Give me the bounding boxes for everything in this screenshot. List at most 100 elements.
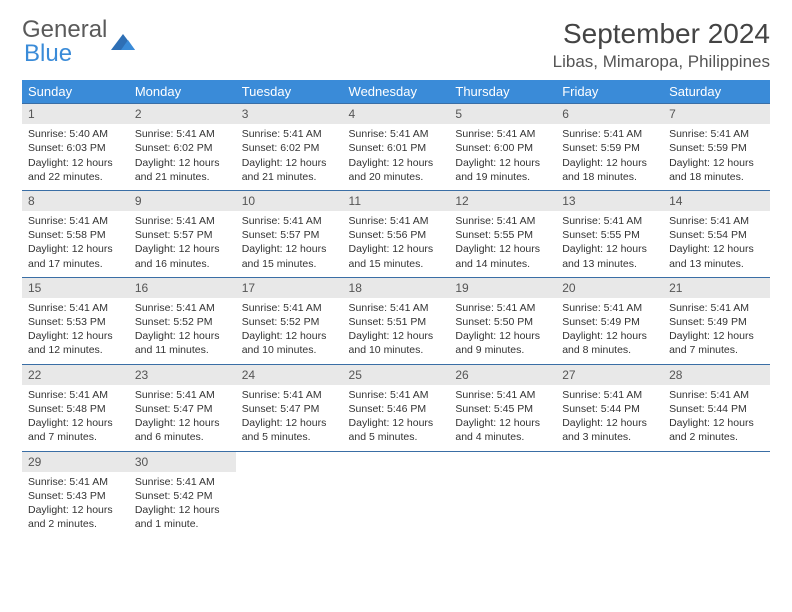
sunrise-line: Sunrise: 5:41 AM (349, 388, 444, 402)
daylight-line: Daylight: 12 hours and 7 minutes. (669, 329, 764, 357)
sunrise-line: Sunrise: 5:41 AM (669, 214, 764, 228)
sunset-line: Sunset: 5:52 PM (242, 315, 337, 329)
day-number: 11 (343, 191, 450, 211)
sunset-line: Sunset: 5:42 PM (135, 489, 230, 503)
weekday-header: Monday (129, 80, 236, 104)
daylight-line: Daylight: 12 hours and 10 minutes. (349, 329, 444, 357)
day-number: 1 (22, 104, 129, 124)
day-body: Sunrise: 5:41 AMSunset: 5:44 PMDaylight:… (556, 385, 663, 451)
calendar-cell: 13Sunrise: 5:41 AMSunset: 5:55 PMDayligh… (556, 190, 663, 277)
sunset-line: Sunset: 5:51 PM (349, 315, 444, 329)
sunrise-line: Sunrise: 5:41 AM (669, 301, 764, 315)
daylight-line: Daylight: 12 hours and 11 minutes. (135, 329, 230, 357)
day-body: Sunrise: 5:41 AMSunset: 5:50 PMDaylight:… (449, 298, 556, 364)
calendar-cell: 21Sunrise: 5:41 AMSunset: 5:49 PMDayligh… (663, 277, 770, 364)
sunrise-line: Sunrise: 5:41 AM (135, 127, 230, 141)
sunrise-line: Sunrise: 5:41 AM (455, 127, 550, 141)
sunset-line: Sunset: 5:52 PM (135, 315, 230, 329)
sunrise-line: Sunrise: 5:41 AM (455, 301, 550, 315)
sunset-line: Sunset: 5:46 PM (349, 402, 444, 416)
sunrise-line: Sunrise: 5:41 AM (135, 475, 230, 489)
calendar-cell: 11Sunrise: 5:41 AMSunset: 5:56 PMDayligh… (343, 190, 450, 277)
sunset-line: Sunset: 5:57 PM (135, 228, 230, 242)
weekday-header: Saturday (663, 80, 770, 104)
daylight-line: Daylight: 12 hours and 12 minutes. (28, 329, 123, 357)
day-body: Sunrise: 5:41 AMSunset: 5:56 PMDaylight:… (343, 211, 450, 277)
sunset-line: Sunset: 5:47 PM (242, 402, 337, 416)
sunset-line: Sunset: 5:55 PM (562, 228, 657, 242)
calendar-cell: 20Sunrise: 5:41 AMSunset: 5:49 PMDayligh… (556, 277, 663, 364)
day-body: Sunrise: 5:41 AMSunset: 5:52 PMDaylight:… (236, 298, 343, 364)
calendar-cell: 7 Sunrise: 5:41 AMSunset: 5:59 PMDaylight… (663, 104, 770, 191)
weekday-header: Tuesday (236, 80, 343, 104)
day-body: Sunrise: 5:41 AMSunset: 6:00 PMDaylight:… (449, 124, 556, 190)
day-number: 14 (663, 191, 770, 211)
sunset-line: Sunset: 5:55 PM (455, 228, 550, 242)
day-body: Sunrise: 5:41 AMSunset: 5:51 PMDaylight:… (343, 298, 450, 364)
daylight-line: Daylight: 12 hours and 18 minutes. (562, 156, 657, 184)
daylight-line: Daylight: 12 hours and 21 minutes. (242, 156, 337, 184)
sunrise-line: Sunrise: 5:41 AM (242, 388, 337, 402)
daylight-line: Daylight: 12 hours and 3 minutes. (562, 416, 657, 444)
daylight-line: Daylight: 12 hours and 18 minutes. (669, 156, 764, 184)
sunrise-line: Sunrise: 5:41 AM (669, 127, 764, 141)
calendar-cell: 16Sunrise: 5:41 AMSunset: 5:52 PMDayligh… (129, 277, 236, 364)
calendar-cell-empty (236, 451, 343, 537)
calendar-cell: 4Sunrise: 5:41 AMSunset: 6:01 PMDaylight… (343, 104, 450, 191)
sunrise-line: Sunrise: 5:41 AM (242, 127, 337, 141)
sunset-line: Sunset: 5:43 PM (28, 489, 123, 503)
day-body: Sunrise: 5:41 AMSunset: 5:55 PMDaylight:… (556, 211, 663, 277)
calendar-cell: 25Sunrise: 5:41 AMSunset: 5:46 PMDayligh… (343, 364, 450, 451)
day-number: 10 (236, 191, 343, 211)
calendar-cell: 6Sunrise: 5:41 AMSunset: 5:59 PMDaylight… (556, 104, 663, 191)
sunrise-line: Sunrise: 5:41 AM (562, 388, 657, 402)
day-body: Sunrise: 5:40 AMSunset: 6:03 PMDaylight:… (22, 124, 129, 190)
calendar-cell: 14Sunrise: 5:41 AMSunset: 5:54 PMDayligh… (663, 190, 770, 277)
day-body: Sunrise: 5:41 AMSunset: 5:54 PMDaylight:… (663, 211, 770, 277)
day-number: 7 (663, 104, 770, 124)
sunrise-line: Sunrise: 5:41 AM (562, 301, 657, 315)
sunset-line: Sunset: 5:44 PM (669, 402, 764, 416)
calendar-cell: 17Sunrise: 5:41 AMSunset: 5:52 PMDayligh… (236, 277, 343, 364)
daylight-line: Daylight: 12 hours and 13 minutes. (669, 242, 764, 270)
day-number: 17 (236, 278, 343, 298)
calendar-cell-empty (556, 451, 663, 537)
day-number: 9 (129, 191, 236, 211)
day-number: 19 (449, 278, 556, 298)
sunset-line: Sunset: 5:59 PM (562, 141, 657, 155)
day-number: 22 (22, 365, 129, 385)
sunrise-line: Sunrise: 5:41 AM (135, 301, 230, 315)
calendar-row: 15Sunrise: 5:41 AMSunset: 5:53 PMDayligh… (22, 277, 770, 364)
header: General Blue September 2024 Libas, Mimar… (22, 18, 770, 72)
sunrise-line: Sunrise: 5:41 AM (28, 475, 123, 489)
daylight-line: Daylight: 12 hours and 10 minutes. (242, 329, 337, 357)
daylight-line: Daylight: 12 hours and 13 minutes. (562, 242, 657, 270)
weekday-header: Wednesday (343, 80, 450, 104)
calendar-cell: 30Sunrise: 5:41 AMSunset: 5:42 PMDayligh… (129, 451, 236, 537)
sunset-line: Sunset: 5:59 PM (669, 141, 764, 155)
daylight-line: Daylight: 12 hours and 21 minutes. (135, 156, 230, 184)
day-body: Sunrise: 5:41 AMSunset: 5:49 PMDaylight:… (556, 298, 663, 364)
calendar-cell: 15Sunrise: 5:41 AMSunset: 5:53 PMDayligh… (22, 277, 129, 364)
sunrise-line: Sunrise: 5:40 AM (28, 127, 123, 141)
day-number: 12 (449, 191, 556, 211)
calendar-cell: 12Sunrise: 5:41 AMSunset: 5:55 PMDayligh… (449, 190, 556, 277)
day-number: 3 (236, 104, 343, 124)
day-body: Sunrise: 5:41 AMSunset: 5:43 PMDaylight:… (22, 472, 129, 538)
title-block: September 2024 Libas, Mimaropa, Philippi… (553, 18, 770, 72)
daylight-line: Daylight: 12 hours and 22 minutes. (28, 156, 123, 184)
daylight-line: Daylight: 12 hours and 1 minute. (135, 503, 230, 531)
calendar-cell: 10Sunrise: 5:41 AMSunset: 5:57 PMDayligh… (236, 190, 343, 277)
sunrise-line: Sunrise: 5:41 AM (28, 301, 123, 315)
sunset-line: Sunset: 5:56 PM (349, 228, 444, 242)
sunset-line: Sunset: 5:49 PM (562, 315, 657, 329)
day-number: 2 (129, 104, 236, 124)
calendar-cell: 1Sunrise: 5:40 AMSunset: 6:03 PMDaylight… (22, 104, 129, 191)
sunset-line: Sunset: 5:54 PM (669, 228, 764, 242)
day-body: Sunrise: 5:41 AMSunset: 5:46 PMDaylight:… (343, 385, 450, 451)
day-number: 8 (22, 191, 129, 211)
sunrise-line: Sunrise: 5:41 AM (455, 388, 550, 402)
sunrise-line: Sunrise: 5:41 AM (242, 301, 337, 315)
daylight-line: Daylight: 12 hours and 2 minutes. (28, 503, 123, 531)
day-number: 29 (22, 452, 129, 472)
